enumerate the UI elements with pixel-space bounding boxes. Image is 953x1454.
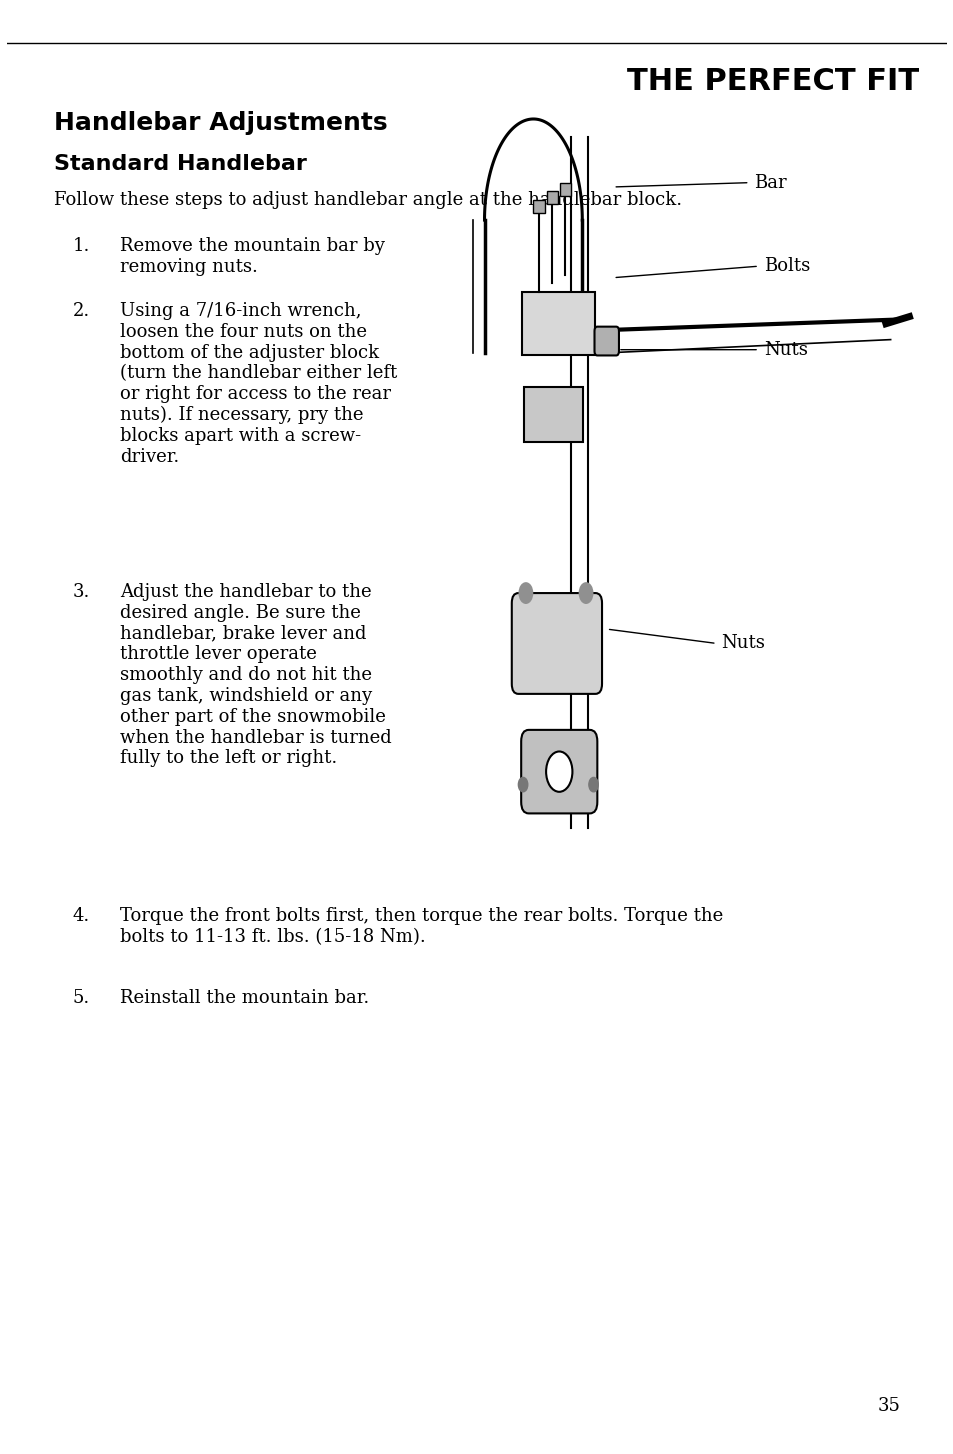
- Circle shape: [578, 583, 592, 603]
- Text: 4.: 4.: [72, 907, 90, 925]
- Text: Reinstall the mountain bar.: Reinstall the mountain bar.: [120, 989, 369, 1008]
- Text: Remove the mountain bar by
removing nuts.: Remove the mountain bar by removing nuts…: [120, 237, 384, 276]
- Bar: [521, 292, 595, 355]
- Text: Torque the front bolts first, then torque the rear bolts. Torque the
bolts to 11: Torque the front bolts first, then torqu…: [120, 907, 722, 945]
- Text: 35: 35: [876, 1397, 899, 1415]
- Bar: [523, 387, 582, 442]
- Circle shape: [588, 778, 598, 792]
- Bar: [559, 183, 571, 196]
- Circle shape: [545, 752, 572, 792]
- Text: Nuts: Nuts: [763, 340, 807, 359]
- Text: 2.: 2.: [72, 302, 90, 320]
- Text: Using a 7/16-inch wrench,
loosen the four nuts on the
bottom of the adjuster blo: Using a 7/16-inch wrench, loosen the fou…: [120, 302, 396, 467]
- Text: Bar: Bar: [754, 173, 786, 192]
- Text: 5.: 5.: [72, 989, 90, 1008]
- Circle shape: [517, 778, 527, 792]
- Text: 1.: 1.: [72, 237, 90, 256]
- Bar: [546, 192, 558, 204]
- FancyBboxPatch shape: [511, 593, 601, 694]
- FancyBboxPatch shape: [520, 730, 597, 813]
- Text: Nuts: Nuts: [720, 634, 764, 653]
- FancyBboxPatch shape: [594, 327, 618, 355]
- Text: Follow these steps to adjust handlebar angle at the handlebar block.: Follow these steps to adjust handlebar a…: [54, 192, 681, 209]
- Bar: [533, 199, 544, 212]
- Text: THE PERFECT FIT: THE PERFECT FIT: [626, 67, 918, 96]
- Circle shape: [518, 583, 532, 603]
- Text: 3.: 3.: [72, 583, 90, 601]
- Text: Handlebar Adjustments: Handlebar Adjustments: [54, 111, 387, 135]
- Text: Bolts: Bolts: [763, 257, 809, 275]
- Text: Standard Handlebar: Standard Handlebar: [54, 154, 307, 174]
- Text: Adjust the handlebar to the
desired angle. Be sure the
handlebar, brake lever an: Adjust the handlebar to the desired angl…: [120, 583, 391, 768]
